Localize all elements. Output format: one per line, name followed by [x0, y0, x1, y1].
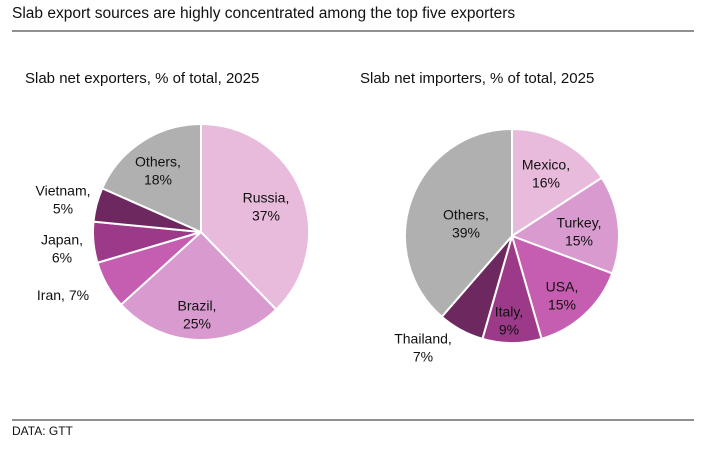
pie-slice	[404, 127, 513, 319]
pie-slice	[509, 176, 620, 275]
pie-slice	[119, 230, 278, 341]
category-label: Japan,	[41, 232, 83, 248]
value-label: 18%	[144, 172, 172, 188]
chart-title: Slab net importers, % of total, 2025	[360, 70, 594, 87]
category-label: USA,	[546, 279, 579, 295]
category-label: Thailand,	[394, 331, 452, 347]
pie-slice	[511, 127, 604, 238]
value-label: 15%	[565, 233, 593, 249]
pie-slice	[510, 234, 614, 341]
pie-slice	[100, 122, 202, 234]
slice-label: Iran, 7%	[37, 287, 89, 303]
value-label: 9%	[499, 322, 519, 338]
value-label: 16%	[532, 175, 560, 191]
value-label: 6%	[52, 250, 72, 266]
value-label: 37%	[252, 208, 280, 224]
value-label: 15%	[548, 297, 576, 313]
pie-slice	[200, 122, 310, 311]
category-label: Vietnam,	[36, 183, 91, 199]
category-label: Others,	[135, 154, 181, 170]
value-label: 25%	[183, 316, 211, 332]
value-label: 39%	[452, 225, 480, 241]
page-title: Slab export sources are highly concentra…	[12, 5, 515, 22]
value-label: 7%	[69, 287, 89, 303]
category-label: Mexico,	[522, 157, 570, 173]
chart-title: Slab net exporters, % of total, 2025	[25, 70, 259, 87]
value-label: 7%	[413, 349, 433, 365]
category-label: Italy,	[495, 304, 524, 320]
category-label: Brazil,	[178, 298, 217, 314]
value-label: 5%	[53, 201, 73, 217]
source: DATA: GTT	[12, 424, 74, 438]
category-label: Others,	[443, 207, 489, 223]
category-label: Iran,	[37, 287, 65, 303]
category-label: Russia,	[243, 190, 290, 206]
category-label: Turkey,	[556, 215, 601, 231]
